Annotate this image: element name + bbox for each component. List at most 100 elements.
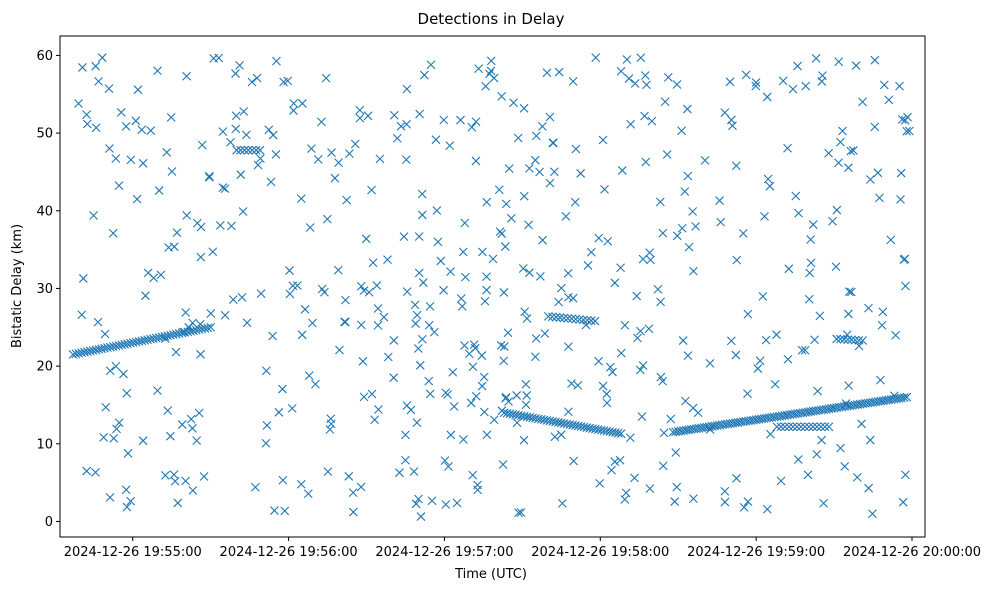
data-point xyxy=(840,461,850,471)
data-point xyxy=(621,488,631,498)
data-point xyxy=(889,391,899,401)
data-point xyxy=(243,145,253,155)
data-point xyxy=(808,220,818,229)
data-point xyxy=(105,144,114,153)
data-point xyxy=(240,145,249,155)
data-point xyxy=(278,384,287,394)
data-point xyxy=(431,135,441,145)
data-point xyxy=(645,248,655,258)
data-point xyxy=(133,85,143,95)
data-point xyxy=(300,304,310,314)
data-point xyxy=(414,268,424,278)
data-point xyxy=(815,311,825,321)
data-point xyxy=(494,185,504,195)
data-point xyxy=(199,472,209,481)
data-point xyxy=(444,462,453,471)
data-point xyxy=(238,207,248,216)
data-point xyxy=(114,418,124,428)
data-point xyxy=(506,213,516,223)
data-point xyxy=(459,435,468,444)
data-point xyxy=(625,433,635,443)
data-point xyxy=(335,345,344,355)
data-point xyxy=(446,267,455,276)
data-point xyxy=(638,361,648,370)
data-point xyxy=(570,197,580,207)
data-point xyxy=(78,274,88,283)
data-point xyxy=(188,486,198,495)
data-point xyxy=(478,247,487,257)
data-point xyxy=(603,236,613,246)
data-point xyxy=(519,191,529,201)
data-point xyxy=(858,336,868,345)
data-point xyxy=(479,407,489,417)
data-point xyxy=(271,149,281,159)
data-point xyxy=(482,272,491,282)
data-point xyxy=(705,425,715,434)
data-point xyxy=(412,310,422,320)
data-point xyxy=(355,113,365,123)
data-point xyxy=(504,164,514,174)
data-point xyxy=(192,436,202,446)
data-point xyxy=(681,396,690,406)
data-point xyxy=(468,362,478,372)
data-point xyxy=(247,145,257,155)
data-point xyxy=(272,56,281,66)
data-point xyxy=(836,137,845,147)
data-point xyxy=(705,359,715,368)
data-point xyxy=(488,254,498,264)
data-point xyxy=(440,456,450,466)
data-point xyxy=(253,160,263,170)
data-point xyxy=(501,394,511,403)
data-point xyxy=(540,329,550,338)
data-point xyxy=(101,402,111,412)
data-point xyxy=(844,163,853,173)
data-point xyxy=(372,281,382,290)
data-point xyxy=(743,309,753,319)
data-point xyxy=(568,77,578,86)
data-point xyxy=(414,494,423,504)
data-point xyxy=(760,212,769,221)
data-point xyxy=(268,331,277,341)
data-point xyxy=(794,208,803,218)
data-point xyxy=(896,195,905,204)
data-point xyxy=(784,264,794,274)
data-point xyxy=(464,349,474,359)
data-point xyxy=(678,336,688,345)
data-point xyxy=(763,174,773,184)
data-point xyxy=(474,64,484,74)
data-point xyxy=(842,330,852,340)
data-point xyxy=(841,399,851,408)
x-tick-label: 2024-12-26 19:57:00 xyxy=(375,545,513,560)
data-point xyxy=(653,284,663,294)
data-point xyxy=(317,117,326,127)
data-point xyxy=(607,465,616,475)
data-point xyxy=(471,156,481,166)
data-point xyxy=(762,92,772,102)
data-point xyxy=(173,498,183,508)
data-point xyxy=(480,296,490,306)
data-point xyxy=(770,379,780,389)
data-point xyxy=(672,231,682,241)
y-axis-ticks: 0 10 20 30 40 50 60 xyxy=(36,49,60,530)
data-point xyxy=(700,156,710,165)
data-point xyxy=(427,496,437,506)
data-point xyxy=(591,53,601,63)
data-point xyxy=(813,386,823,396)
data-point xyxy=(765,181,775,191)
data-point xyxy=(375,154,385,164)
y-tick-label: 60 xyxy=(36,49,53,64)
data-point xyxy=(358,356,368,366)
data-point xyxy=(326,419,336,429)
data-point xyxy=(82,466,92,476)
data-point xyxy=(409,467,419,476)
data-point xyxy=(896,168,906,178)
data-point xyxy=(858,97,867,107)
data-point xyxy=(660,97,670,107)
data-point xyxy=(457,302,467,311)
data-point xyxy=(816,422,826,432)
data-point xyxy=(416,512,426,521)
data-point xyxy=(235,60,244,70)
data-point xyxy=(811,54,821,63)
data-point xyxy=(728,121,737,131)
data-point xyxy=(499,356,509,366)
